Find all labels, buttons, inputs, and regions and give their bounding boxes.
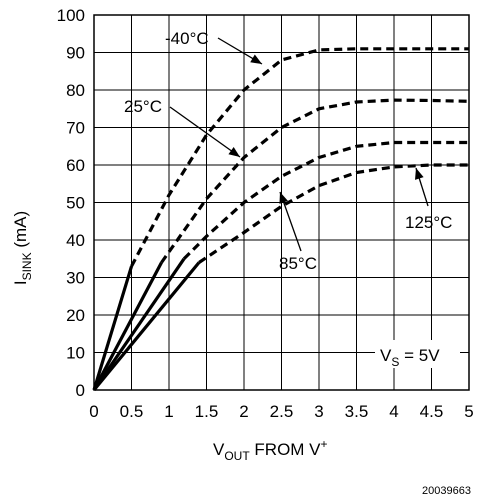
arrow-85c-head — [279, 192, 288, 204]
x-tick-label: 1.5 — [195, 402, 219, 421]
y-tick-label: 60 — [66, 156, 85, 175]
y-tick-label: 10 — [66, 344, 85, 363]
x-tick-label: 2 — [239, 402, 248, 421]
y-tick-label: 40 — [66, 231, 85, 250]
plot-border — [93, 14, 470, 391]
y-tick-label: 20 — [66, 306, 85, 325]
x-tick-label: 3 — [314, 402, 323, 421]
annotation-arrows — [169, 37, 429, 252]
y-tick-label: 0 — [76, 381, 85, 400]
series-solid-85c — [92, 257, 186, 391]
series-solid-25c — [92, 261, 163, 391]
y-tick-label: 90 — [66, 44, 85, 63]
series-dashed-minus40c — [130, 47, 469, 268]
x-tick-label: 1 — [164, 402, 173, 421]
y-axis-title: ISINK (mA) — [11, 211, 34, 285]
y-tick-label: 100 — [57, 6, 85, 25]
figure-id: 20039663 — [422, 485, 471, 497]
label-25c: 25°C — [124, 97, 162, 116]
x-tick-label: 3.5 — [345, 402, 369, 421]
series-solid-125c — [92, 261, 201, 392]
vs-label-background — [375, 340, 460, 368]
x-tick-label: 0 — [89, 402, 98, 421]
series-dashed-85c — [182, 140, 469, 260]
x-tick-label: 0.5 — [120, 402, 144, 421]
arrow-minus40c-head — [250, 54, 262, 64]
y-tick-label: 30 — [66, 269, 85, 288]
plot-frame — [93, 14, 470, 391]
arrow-25c-head — [228, 146, 240, 157]
y-tick-labels: 0 10 20 30 40 50 60 70 80 90 100 — [57, 6, 85, 400]
arrow-125c-head — [415, 168, 424, 180]
x-tick-label: 2.5 — [270, 402, 294, 421]
series-lines — [92, 47, 470, 392]
label-125c: 125°C — [405, 213, 452, 232]
x-tick-label: 5 — [464, 402, 473, 421]
x-axis-title: VOUT FROM V+ — [213, 437, 328, 463]
label-85c: 85°C — [279, 254, 317, 273]
arrow-25c-line — [169, 106, 241, 158]
series-solid-minus40c — [92, 265, 134, 391]
y-tick-label: 70 — [66, 119, 85, 138]
x-tick-label: 4.5 — [420, 402, 444, 421]
x-tick-label: 4 — [389, 402, 398, 421]
y-tick-label: 80 — [66, 81, 85, 100]
series-dashed-125c — [198, 163, 469, 264]
label-minus40c: -40°C — [165, 29, 209, 48]
y-tick-label: 50 — [66, 194, 85, 213]
vs-label: VS = 5V — [380, 346, 440, 369]
series-dashed-25c — [160, 98, 470, 264]
x-tick-labels: 0 0.5 1 1.5 2 2.5 3 3.5 4 4.5 5 — [89, 402, 473, 421]
